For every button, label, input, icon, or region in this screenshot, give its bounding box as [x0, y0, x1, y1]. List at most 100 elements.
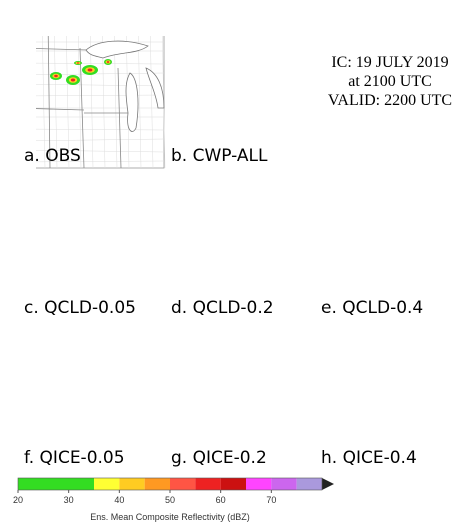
border-line: [18, 181, 164, 182]
echo: [222, 209, 258, 225]
border-line: [90, 36, 94, 169]
echo: [253, 208, 269, 218]
border-line: [315, 281, 461, 282]
echo: [60, 375, 77, 388]
echo: [259, 212, 264, 215]
border-line: [309, 170, 312, 320]
echo: [196, 71, 224, 85]
lake: [273, 375, 285, 434]
border-line: [315, 431, 461, 432]
echo: [381, 212, 398, 220]
echo: [197, 219, 229, 237]
echo: [61, 225, 71, 230]
map-panel: [36, 36, 166, 169]
echo: [358, 375, 372, 388]
echo: [371, 362, 403, 378]
echo: [256, 210, 266, 216]
border-line: [18, 441, 164, 443]
map-panels: [18, 18, 462, 470]
echo: [375, 209, 403, 223]
border-line: [297, 18, 300, 168]
border-line: [447, 320, 450, 470]
border-line: [126, 320, 129, 470]
border-line: [423, 320, 426, 470]
echo: [203, 223, 222, 233]
echo: [87, 68, 93, 72]
border-line: [165, 73, 311, 75]
border-line: [18, 397, 164, 398]
echo: [357, 223, 374, 234]
border-line: [150, 36, 154, 169]
border-line: [18, 291, 164, 293]
border-line: [165, 386, 311, 388]
echo: [231, 66, 239, 70]
border-line: [285, 320, 288, 470]
colorbar-segment: [119, 478, 145, 490]
border-line: [162, 36, 166, 169]
border-line: [66, 36, 70, 169]
border-line: [36, 149, 165, 153]
echo: [70, 78, 76, 82]
panel-label: g. QICE-0.2: [171, 448, 267, 468]
border-line: [309, 18, 312, 168]
border-line: [447, 170, 450, 320]
border-line: [423, 170, 426, 320]
lake: [293, 220, 311, 260]
border-line: [165, 236, 311, 238]
lake: [423, 225, 435, 284]
border-line: [18, 215, 164, 216]
border-line: [165, 84, 311, 86]
border-line: [285, 18, 288, 168]
echo: [248, 60, 258, 66]
border-line: [150, 320, 153, 470]
colorbar-segment: [195, 478, 221, 490]
echo: [88, 215, 99, 220]
border-line: [315, 181, 461, 182]
lake: [126, 375, 138, 434]
border-line: [435, 320, 438, 470]
colorbar-segment: [170, 478, 196, 490]
border-line: [138, 320, 141, 470]
border-line: [165, 291, 311, 293]
tick-label: 60: [216, 495, 226, 505]
border-line: [165, 139, 311, 141]
border-line: [459, 320, 462, 470]
echo: [227, 64, 244, 72]
echo: [222, 362, 258, 378]
echo: [79, 364, 101, 373]
lake: [125, 72, 139, 132]
border-line: [165, 375, 311, 377]
border-line: [315, 397, 461, 398]
echo: [245, 58, 261, 68]
border-line: [162, 320, 165, 470]
echo: [201, 370, 229, 394]
border-line: [150, 170, 153, 320]
echo: [111, 361, 116, 364]
echo: [211, 378, 219, 385]
lake: [233, 41, 295, 58]
border-line: [42, 36, 46, 169]
echo: [353, 370, 377, 394]
echo: [208, 225, 218, 230]
echo: [72, 360, 108, 376]
border-line: [18, 247, 164, 248]
lake: [145, 67, 165, 109]
border-line: [315, 331, 461, 332]
border-line: [315, 236, 461, 238]
lake: [86, 343, 148, 360]
border-line: [18, 225, 164, 227]
border-line: [273, 320, 276, 470]
echo: [235, 368, 246, 373]
lake: [443, 370, 461, 410]
colorbar-segment: [18, 478, 94, 490]
echo: [229, 213, 251, 222]
colorbar-segment: [271, 478, 297, 490]
colorbar-label: Ens. Mean Composite Reflectivity (dBZ): [90, 512, 250, 522]
lake: [126, 225, 138, 284]
border-line: [435, 170, 438, 320]
echo: [259, 363, 264, 366]
echo: [206, 76, 214, 80]
border-line: [309, 320, 312, 470]
border-line: [165, 247, 311, 248]
header-line: IC: 19 JULY 2019: [331, 54, 448, 71]
